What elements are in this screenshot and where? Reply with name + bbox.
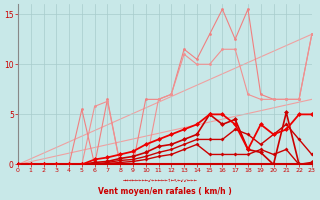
X-axis label: Vent moyen/en rafales ( km/h ): Vent moyen/en rafales ( km/h )	[98, 187, 232, 196]
Text: →→→←←←←←↙←←←←←↑←↖←↙↙←←←: →→→←←←←←↙←←←←←↑←↖←↙↙←←←	[123, 178, 197, 182]
